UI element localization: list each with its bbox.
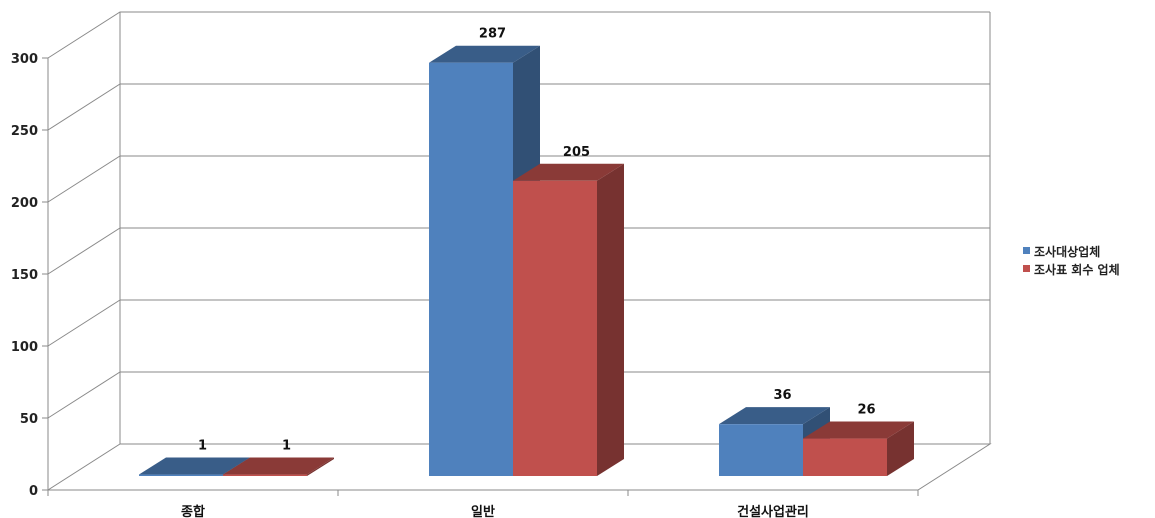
bar-side (887, 421, 914, 476)
bar-front (803, 438, 887, 476)
x-axis-categories: 종합 일반 건설사업관리 (181, 504, 809, 518)
gridlines (47, 11, 990, 419)
bar-front (139, 474, 223, 476)
gridline (47, 83, 990, 131)
bar-front (223, 474, 307, 476)
bar-returned (803, 421, 914, 476)
data-label: 287 (479, 27, 506, 42)
data-label: 36 (773, 388, 791, 403)
legend-label: 조사표 회수 업체 (1034, 262, 1120, 277)
y-tick-label: 0 (29, 484, 38, 499)
bar-top (719, 407, 830, 425)
bar-side (307, 457, 334, 476)
gridline (47, 11, 990, 59)
bar-returned (513, 163, 624, 477)
legend-swatch (1023, 265, 1030, 272)
legend-swatch (1023, 247, 1030, 254)
y-tick-label: 250 (11, 124, 38, 139)
x-category-label: 일반 (471, 504, 495, 518)
gridline (47, 371, 990, 419)
gridline (47, 299, 990, 347)
y-tick-label: 300 (11, 52, 38, 67)
bar-top (429, 45, 540, 63)
y-tick-label: 100 (11, 340, 38, 355)
gridline (47, 155, 990, 203)
bar-side (597, 163, 624, 477)
bar-top (513, 163, 624, 181)
bars (139, 45, 914, 477)
bar-returned (223, 457, 334, 476)
bar-front (429, 62, 513, 476)
data-label: 1 (282, 439, 291, 454)
data-labels: 1 1 287 205 36 26 (198, 27, 876, 454)
y-axis-ticks: 0 50 100 150 200 250 300 (11, 52, 48, 499)
x-category-label: 건설사업관리 (737, 504, 809, 518)
bar-top (139, 457, 250, 475)
data-label: 26 (857, 403, 875, 418)
gridline (47, 227, 990, 275)
y-tick-label: 200 (11, 196, 38, 211)
bar-top (223, 457, 334, 475)
y-tick-label: 150 (11, 268, 38, 283)
y-tick-label: 50 (20, 412, 38, 427)
data-label: 1 (198, 439, 207, 454)
legend-label: 조사대상업체 (1034, 244, 1100, 259)
x-category-label: 종합 (181, 504, 205, 518)
data-label: 205 (563, 145, 590, 160)
bar-front (513, 180, 597, 477)
bar-top (803, 421, 914, 439)
bar-front (719, 424, 803, 476)
